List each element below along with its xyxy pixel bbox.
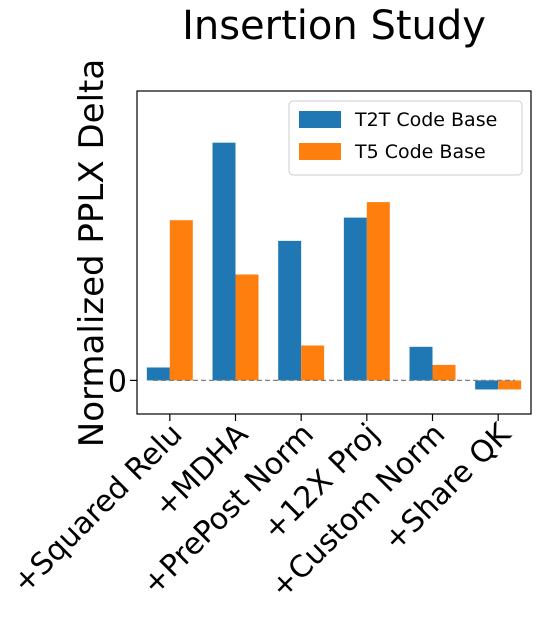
bar-t5-3 (301, 345, 325, 381)
bar-t5-4 (366, 202, 390, 381)
legend-swatch-t2t (299, 111, 341, 128)
bar-t2t-3 (278, 240, 302, 381)
bar-t5-5 (432, 364, 456, 381)
legend-label-t5: T5 Code Base (354, 141, 486, 163)
legend-swatch-t5 (299, 143, 341, 160)
y-tick-label-1: 0 (108, 364, 127, 399)
bar-t2t-1 (146, 367, 170, 381)
bar-t5-6 (498, 380, 522, 390)
axes-frame (136, 90, 532, 415)
bar-t5-2 (235, 274, 259, 381)
bar-t2t-6 (475, 380, 499, 390)
bar-t2t-4 (343, 217, 367, 381)
y-axis-label: Normalized PPLX Delta (72, 59, 112, 447)
legend-label-t2t: T2T Code Base (354, 109, 497, 131)
legend-box (288, 100, 523, 176)
bar-t2t-2 (212, 142, 236, 381)
bar-t5-1 (169, 220, 193, 381)
chart-title: Insertion Study (182, 3, 486, 49)
bar-t2t-5 (409, 346, 433, 381)
